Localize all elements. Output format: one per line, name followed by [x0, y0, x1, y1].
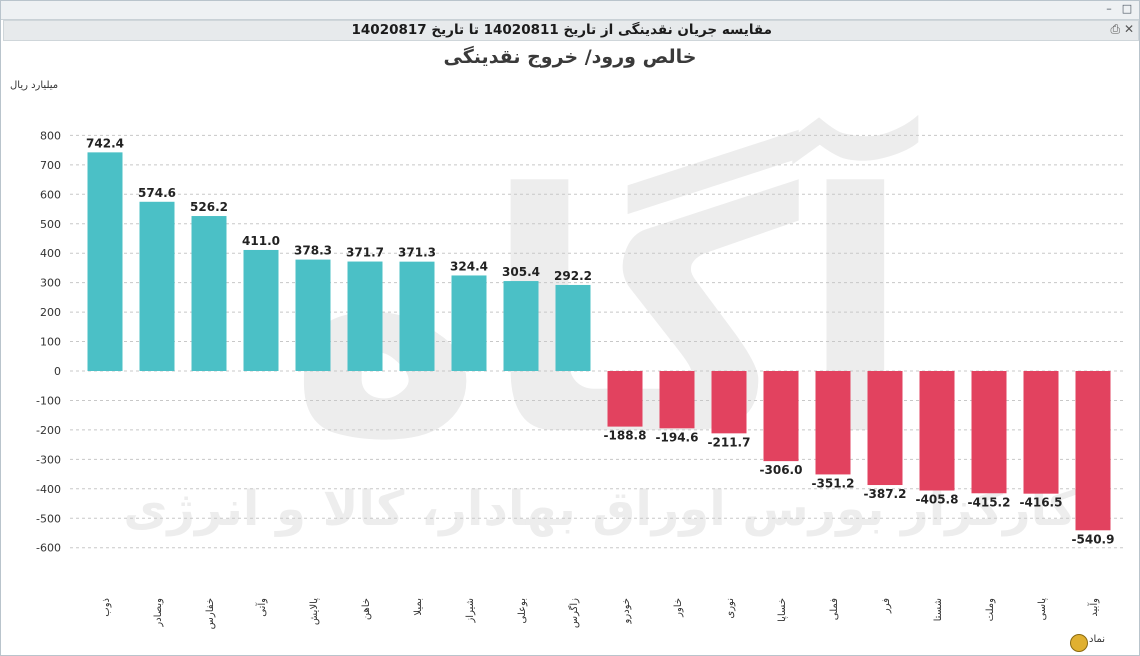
chart-title: خالص ورود/ خروج نقدینگی	[443, 46, 697, 68]
bar	[659, 371, 695, 429]
bar	[555, 284, 591, 371]
data-label: -188.8	[604, 429, 647, 443]
x-tick-label: خاهن	[361, 598, 372, 620]
x-tick-label: خودرو	[621, 598, 632, 624]
data-label: 378.3	[294, 244, 332, 258]
bar	[87, 152, 123, 371]
y-tick-label: -100	[36, 394, 61, 407]
x-tick-label: شستا	[933, 598, 944, 621]
x-tick-label: شیراز	[465, 598, 476, 624]
bar	[867, 371, 903, 486]
y-tick-label: -500	[36, 512, 61, 525]
window-toolbar: – □	[1, 1, 1139, 20]
x-tick-label: پالایش	[309, 598, 320, 625]
bar	[815, 371, 851, 475]
x-tick-label: فملی	[829, 598, 840, 620]
data-label: 411.0	[242, 234, 280, 248]
data-label: 305.4	[502, 265, 540, 279]
minimize-button[interactable]: –	[1106, 2, 1112, 15]
data-label: -540.9	[1072, 532, 1115, 546]
data-label: -415.2	[968, 495, 1011, 509]
y-tick-label: 300	[40, 277, 61, 290]
data-label: 292.2	[554, 269, 592, 283]
bar	[1075, 371, 1111, 531]
y-axis-unit: میلیارد ریال	[10, 80, 59, 91]
data-label: -405.8	[916, 493, 959, 507]
bar	[243, 249, 279, 371]
x-tick-label: وبصادر	[153, 598, 164, 628]
data-label: 526.2	[190, 200, 228, 214]
close-icon[interactable]: ✕	[1123, 22, 1134, 36]
bar	[295, 259, 331, 371]
print-icon[interactable]: ⎙	[1110, 22, 1121, 36]
bar	[763, 371, 799, 462]
y-tick-label: 400	[40, 247, 61, 260]
bar	[347, 261, 383, 371]
y-tick-label: 800	[40, 129, 61, 142]
bar	[451, 275, 487, 371]
bar	[607, 371, 643, 427]
data-label: -387.2	[864, 487, 907, 501]
y-tick-label: 0	[54, 365, 61, 378]
x-tick-label: خفارس	[205, 598, 216, 629]
x-tick-label: وملت	[985, 598, 996, 621]
y-tick-label: 100	[40, 336, 61, 349]
bar	[711, 371, 747, 434]
refresh-icon[interactable]	[1070, 634, 1088, 652]
x-tick-label: خاور	[673, 598, 684, 618]
maximize-button[interactable]: □	[1121, 2, 1133, 15]
bar	[919, 371, 955, 491]
bar	[503, 281, 539, 371]
x-tick-label: زاگرس	[568, 598, 580, 628]
x-tick-label: وآتی	[255, 598, 268, 617]
bar	[139, 201, 175, 371]
data-label: 371.3	[398, 246, 436, 260]
x-tick-label: ذوب	[101, 598, 112, 617]
y-tick-label: 600	[40, 188, 61, 201]
y-tick-label: -200	[36, 424, 61, 437]
x-tick-label: بمیلا	[413, 598, 424, 616]
data-label: 371.7	[346, 246, 384, 260]
x-tick-label: پاسی	[1037, 598, 1048, 621]
data-label: 324.4	[450, 259, 488, 273]
bar	[191, 216, 227, 371]
x-tick-label: بوعلی	[517, 598, 528, 624]
bar	[971, 371, 1007, 494]
bar	[1023, 371, 1059, 494]
data-label: -211.7	[708, 435, 751, 449]
y-tick-label: 700	[40, 159, 61, 172]
x-tick-label: وآبید	[1087, 598, 1100, 617]
report-title: مقایسه جریان نقدینگی از تاریخ 14020811 ت…	[351, 22, 772, 38]
y-tick-label: -400	[36, 483, 61, 496]
y-tick-label: -600	[36, 542, 61, 555]
x-axis-label: نماد	[1089, 634, 1106, 645]
data-label: -194.6	[656, 430, 699, 444]
report-title-bar: مقایسه جریان نقدینگی از تاریخ 14020811 ت…	[3, 20, 1139, 41]
x-tick-label: خساپا	[777, 598, 788, 622]
y-tick-label: -300	[36, 453, 61, 466]
y-tick-label: 500	[40, 218, 61, 231]
x-tick-label: نوری	[725, 598, 736, 619]
y-tick-label: 200	[40, 306, 61, 319]
data-label: -306.0	[760, 463, 803, 477]
data-label: -351.2	[812, 476, 855, 490]
x-tick-label: فرر	[881, 598, 892, 614]
export-icons: ⎙ ✕	[1111, 22, 1135, 37]
bar	[399, 261, 435, 371]
data-label: -416.5	[1020, 496, 1063, 510]
watermark-tagline: کارگزار بورس اوراق بهادار، کالا و انرژی	[123, 481, 1076, 537]
data-label: 574.6	[138, 186, 176, 200]
data-label: 742.4	[86, 136, 124, 150]
